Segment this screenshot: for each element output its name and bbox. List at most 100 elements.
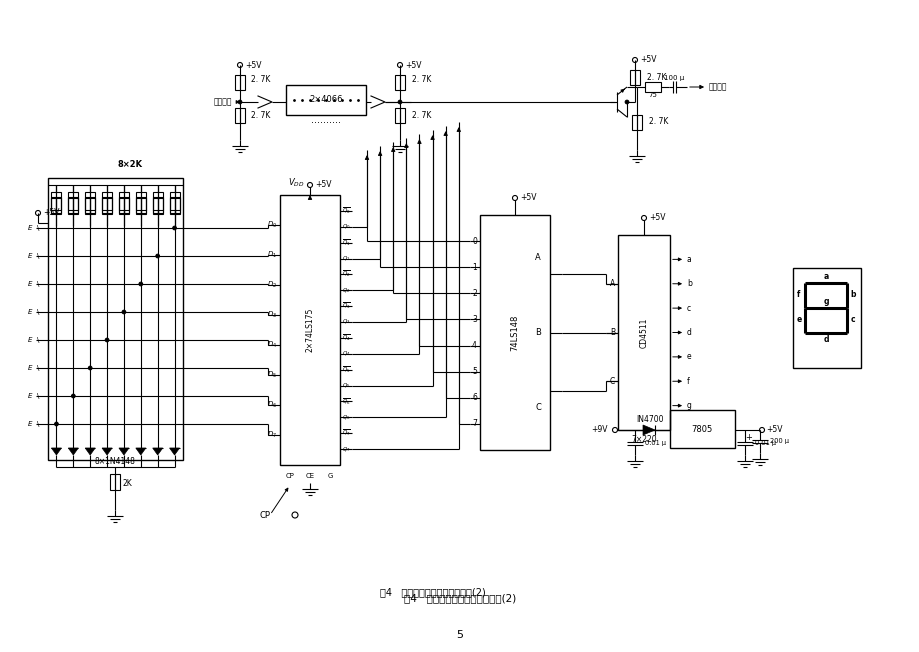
Text: A: A [609,279,614,288]
Text: $Q_5$: $Q_5$ [342,381,350,390]
Bar [644,82,660,92]
Text: 8×2K: 8×2K [118,160,142,170]
Text: $Q_0$: $Q_0$ [342,222,350,231]
Text: B: B [609,328,614,337]
Text: $D_6$: $D_6$ [267,400,277,410]
Text: $D_1$: $D_1$ [267,250,277,260]
Text: +5V: +5V [766,426,782,434]
Text: 74LS148: 74LS148 [510,314,519,351]
Text: $\overline{Q_2}$: $\overline{Q_2}$ [342,269,350,280]
Text: 图4   简单有源视频切换器原理图(2): 图4 简单有源视频切换器原理图(2) [403,593,516,603]
Text: $\overline{Q_4}$: $\overline{Q_4}$ [342,333,350,343]
Text: 3: 3 [471,315,476,324]
Text: 7: 7 [471,419,476,428]
Text: B: B [535,328,540,337]
Text: +5V: +5V [404,61,421,70]
Bar [394,108,404,123]
Text: E: E [28,393,32,399]
Text: E: E [28,225,32,231]
Circle shape [398,100,402,104]
Text: $V_{DD}$: $V_{DD}$ [288,177,304,189]
Polygon shape [169,448,179,455]
Text: f: f [686,377,689,386]
Text: c: c [686,304,690,312]
Bar [631,115,641,130]
Text: a: a [823,273,828,282]
Bar [85,197,95,213]
Text: +5V: +5V [244,61,261,70]
Text: A: A [535,253,540,262]
Text: 0.01 μ: 0.01 μ [644,440,665,446]
Bar [119,198,129,214]
Circle shape [105,338,108,342]
Text: $D_3$: $D_3$ [267,310,277,320]
Text: c: c [850,316,855,325]
Circle shape [139,282,142,286]
Text: \: \ [37,337,40,343]
Text: 5: 5 [471,367,476,376]
Bar [68,192,78,210]
Text: CE: CE [305,473,314,479]
Bar [169,192,179,210]
Text: 2. 7K: 2. 7K [646,72,665,82]
Bar [85,192,95,210]
Bar [68,197,78,213]
Bar [85,198,95,214]
Text: a: a [686,255,691,264]
Circle shape [625,100,628,104]
Text: +9V: +9V [591,426,607,434]
Text: +5V: +5V [648,213,664,222]
Text: 2K: 2K [122,479,132,488]
Text: g: g [686,401,691,410]
Circle shape [122,310,126,314]
Text: \: \ [37,225,40,231]
Text: CD4511: CD4511 [639,318,648,348]
Text: f: f [797,291,800,299]
Polygon shape [119,448,129,455]
Bar [51,197,62,213]
Circle shape [173,226,176,230]
Text: +5V: +5V [314,181,331,190]
Circle shape [72,394,75,398]
Bar [169,198,179,214]
Polygon shape [85,448,95,455]
Text: $Q_3$: $Q_3$ [342,318,350,327]
Text: $\overline{Q_3}$: $\overline{Q_3}$ [342,301,350,311]
Bar [630,70,640,85]
Text: $D_2$: $D_2$ [267,280,277,290]
Text: $\overline{Q_6}$: $\overline{Q_6}$ [342,396,350,407]
Text: g: g [823,297,828,306]
Text: 2×4066: 2×4066 [309,95,343,104]
Text: e: e [796,316,800,325]
Bar [169,197,179,213]
Circle shape [155,254,159,258]
Polygon shape [642,425,654,435]
Text: 视频输出: 视频输出 [709,83,727,91]
Text: $Q_2$: $Q_2$ [342,286,350,295]
Bar [669,410,734,448]
Text: 视频输入: 视频输入 [213,98,232,106]
Text: 0: 0 [471,237,476,246]
Bar [153,192,163,210]
Text: CP: CP [260,511,271,520]
Text: 75: 75 [648,92,657,98]
Text: E: E [28,253,32,259]
Bar [153,197,163,213]
Text: 2. 7K: 2. 7K [251,110,270,119]
Text: +5V: +5V [640,55,656,65]
Text: \: \ [37,421,40,427]
Polygon shape [153,448,163,455]
Text: 4: 4 [471,341,476,350]
Text: 图4   简单有源视频切换器原理图(2): 图4 简单有源视频切换器原理图(2) [380,587,485,597]
Bar [618,235,669,430]
Polygon shape [51,448,62,455]
Bar [102,197,112,213]
Text: 2. 7K: 2. 7K [648,117,667,126]
Bar [480,215,550,450]
Bar [119,197,129,213]
Text: 5: 5 [456,630,463,640]
Text: 0.01 μ: 0.01 μ [754,440,775,446]
Text: E: E [28,421,32,427]
Text: 7805: 7805 [690,426,712,434]
Text: E: E [28,309,32,315]
